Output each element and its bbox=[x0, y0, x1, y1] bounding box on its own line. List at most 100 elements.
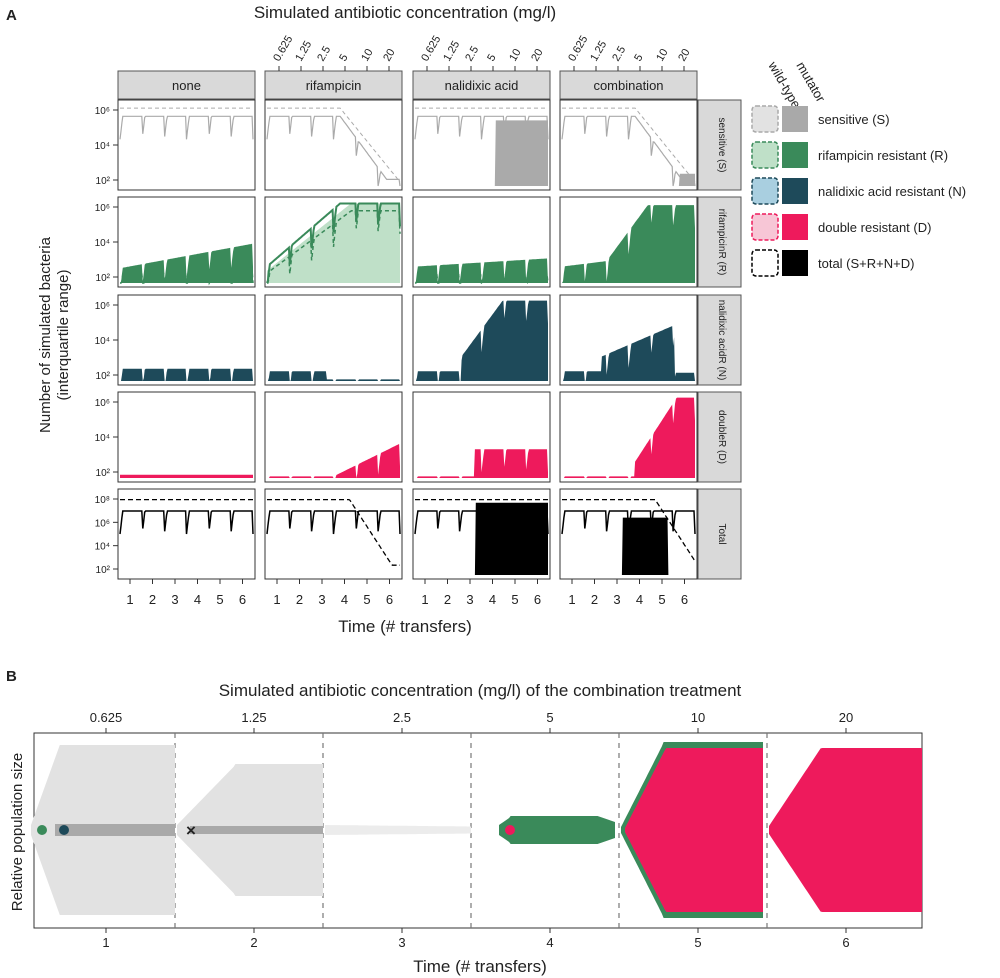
legend-wildtype-swatch bbox=[751, 177, 779, 205]
double-resistant-area bbox=[120, 474, 253, 478]
x-tick-label: 2 bbox=[591, 592, 598, 607]
x-tick-label: 1 bbox=[273, 592, 280, 607]
b-x-tick-label: 4 bbox=[546, 935, 553, 950]
legend-mutator-swatch bbox=[782, 250, 808, 276]
double-resistant-area bbox=[415, 449, 548, 478]
strip-none bbox=[117, 70, 256, 100]
nal-resistant-area bbox=[562, 326, 695, 381]
b-conc-tick-label: 2.5 bbox=[393, 710, 411, 725]
total-mutator-line bbox=[266, 510, 401, 535]
b-x-tick-label: 5 bbox=[694, 935, 701, 950]
b-double-resistant-area bbox=[625, 748, 763, 912]
row-strip-label: nalidixic acidR (N) bbox=[716, 300, 727, 381]
y-tick-label: 10² bbox=[96, 565, 111, 576]
b-conc-tick-label: 20 bbox=[839, 710, 853, 725]
b-conc-tick-label: 0.625 bbox=[90, 710, 123, 725]
panel-b-title: Simulated antibiotic concentration (mg/l… bbox=[219, 681, 742, 700]
nal-resistant-area bbox=[120, 368, 253, 381]
conc-tick-label: 2.5 bbox=[463, 44, 481, 63]
x-tick-label: 5 bbox=[216, 592, 223, 607]
legend-label: total (S+R+N+D) bbox=[818, 256, 914, 271]
x-tick-label: 1 bbox=[568, 592, 575, 607]
conc-tick-label: 10 bbox=[654, 47, 671, 64]
total-wildtype-line bbox=[562, 498, 696, 562]
b-double-resistant-area bbox=[769, 748, 922, 912]
row-strip-label: rifampicinR (R) bbox=[716, 209, 727, 276]
y-tick-label: 10⁶ bbox=[95, 518, 110, 529]
y-tick-label: 10² bbox=[96, 176, 111, 187]
row-strip bbox=[697, 196, 742, 288]
total-mutator-line bbox=[119, 510, 254, 535]
panel-b-label: B bbox=[6, 668, 17, 685]
facet-panel bbox=[264, 99, 403, 191]
legend-mutator-swatch bbox=[782, 142, 808, 168]
facet-panel bbox=[117, 99, 256, 191]
panel-a-ylabel-1: Number of simulated bacteria bbox=[37, 236, 54, 433]
conc-tick-label: 0.625 bbox=[271, 34, 295, 64]
conc-tick-label: 5 bbox=[632, 52, 645, 63]
x-tick-label: 2 bbox=[444, 592, 451, 607]
conc-tick-label: 10 bbox=[507, 47, 524, 64]
rif-resistant-wildtype-line bbox=[415, 274, 549, 284]
sensitive-mutator-area bbox=[415, 120, 548, 186]
x-tick-label: 5 bbox=[658, 592, 665, 607]
x-tick-label: 6 bbox=[681, 592, 688, 607]
conc-tick-label: 1.25 bbox=[293, 39, 314, 64]
conc-tick-label: 2.5 bbox=[610, 44, 628, 63]
x-tick-label: 4 bbox=[341, 592, 348, 607]
b-x-tick-label: 2 bbox=[250, 935, 257, 950]
y-tick-label: 10⁶ bbox=[95, 398, 110, 409]
legend-label: sensitive (S) bbox=[818, 112, 890, 127]
x-tick-label: 3 bbox=[318, 592, 325, 607]
row-strip bbox=[697, 488, 742, 580]
legend-mutator-swatch bbox=[782, 178, 808, 204]
nal-resistant-area bbox=[415, 300, 548, 381]
row-strip bbox=[697, 391, 742, 483]
y-tick-label: 10⁴ bbox=[95, 141, 110, 152]
double-resistant-area bbox=[267, 444, 400, 478]
legend-wildtype-swatch bbox=[751, 141, 779, 169]
rif-resistant-area bbox=[562, 205, 695, 283]
b-x-tick-label: 6 bbox=[842, 935, 849, 950]
panel-a-xlabel: Time (# transfers) bbox=[338, 617, 472, 636]
rif-resistant-area bbox=[415, 258, 548, 283]
b-rifampicin-mutation-marker bbox=[37, 825, 47, 835]
x-tick-label: 5 bbox=[363, 592, 370, 607]
b-rifampicin-area bbox=[499, 816, 615, 844]
b-conc-tick-label: 5 bbox=[546, 710, 553, 725]
b-double-mutation-marker bbox=[505, 825, 515, 835]
rif-resistant-wildtype-line bbox=[120, 269, 254, 286]
conc-tick-label: 1.25 bbox=[588, 39, 609, 64]
x-tick-label: 4 bbox=[194, 592, 201, 607]
panel-b-xlabel: Time (# transfers) bbox=[413, 957, 547, 976]
y-tick-label: 10⁶ bbox=[95, 203, 110, 214]
strip-combination bbox=[559, 70, 698, 100]
b-conc-tick-label: 10 bbox=[691, 710, 705, 725]
row-strip-label: sensitive (S) bbox=[716, 117, 727, 172]
y-tick-label: 10⁴ bbox=[95, 542, 110, 553]
facet-panel bbox=[264, 294, 403, 386]
strip-rifampicin bbox=[264, 70, 403, 100]
y-tick-label: 10² bbox=[96, 273, 111, 284]
legend-wildtype-swatch bbox=[751, 105, 779, 133]
legend-wildtype-swatch bbox=[751, 249, 779, 277]
x-tick-label: 4 bbox=[636, 592, 643, 607]
sensitive-mutator-line bbox=[266, 115, 401, 187]
rif-resistant-area bbox=[120, 243, 253, 283]
strip-nalidixic-acid bbox=[412, 70, 551, 100]
sensitive-mutator-line bbox=[119, 115, 254, 140]
x-tick-label: 3 bbox=[613, 592, 620, 607]
conc-tick-label: 1.25 bbox=[441, 39, 462, 64]
row-strip-label: doubleR (D) bbox=[716, 410, 727, 464]
legend-label: double resistant (D) bbox=[818, 220, 931, 235]
x-tick-label: 2 bbox=[149, 592, 156, 607]
conc-tick-label: 2.5 bbox=[315, 44, 333, 63]
y-tick-label: 10⁴ bbox=[95, 238, 110, 249]
x-tick-label: 3 bbox=[466, 592, 473, 607]
row-strip-label: Total bbox=[716, 523, 727, 544]
conc-tick-label: 20 bbox=[381, 47, 398, 64]
row-strip bbox=[697, 99, 742, 191]
nal-resistant-area bbox=[267, 371, 400, 381]
total-area bbox=[415, 502, 548, 575]
legend-label: nalidixic acid resistant (N) bbox=[818, 184, 966, 199]
